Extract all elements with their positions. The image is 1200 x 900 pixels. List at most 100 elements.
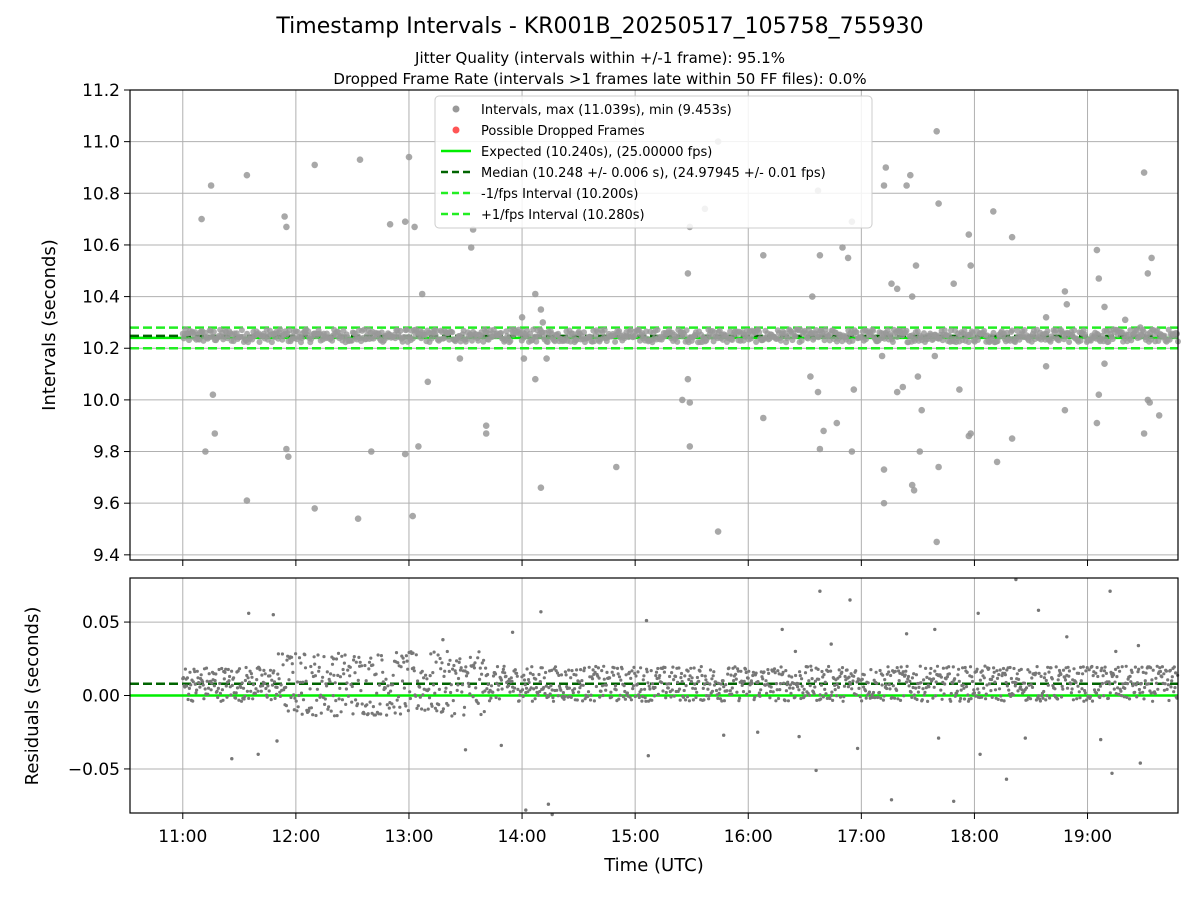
residual-point: [788, 683, 793, 687]
top-y-tick-label: 10.2: [82, 339, 120, 359]
residual-point: [1034, 671, 1038, 675]
residual-point: [829, 693, 833, 698]
residual-point: [343, 653, 347, 657]
residual-point: [557, 673, 561, 678]
residual-point: [980, 669, 984, 673]
residual-point: [1043, 672, 1047, 676]
residual-point: [198, 685, 202, 689]
residual-point: [813, 685, 817, 689]
residual-point: [598, 695, 602, 699]
interval-point: [950, 280, 957, 288]
top-y-tick-label: 10.0: [82, 391, 120, 411]
residual-point: [637, 695, 641, 700]
residual-point: [855, 746, 860, 751]
residual-point: [644, 618, 649, 623]
residual-point: [657, 676, 661, 680]
interval-point: [441, 335, 447, 342]
residual-point: [1009, 676, 1014, 681]
residual-point: [695, 675, 700, 680]
residual-point: [636, 670, 640, 674]
residual-point: [829, 642, 833, 646]
residual-point: [1108, 691, 1112, 695]
residual-point: [660, 681, 664, 685]
residual-point: [509, 676, 513, 680]
residual-point: [646, 754, 650, 758]
residual-point: [837, 668, 841, 672]
residual-point: [807, 693, 812, 697]
residual-point: [1095, 665, 1099, 670]
residual-point: [691, 686, 695, 690]
residual-point: [851, 679, 855, 683]
residual-point: [473, 661, 477, 665]
residual-point: [581, 699, 585, 703]
residual-point: [412, 669, 416, 673]
residual-point: [970, 679, 975, 684]
interval-point: [294, 328, 301, 335]
interval-point: [935, 463, 942, 471]
residual-point: [780, 627, 784, 632]
residual-point: [1094, 671, 1098, 675]
interval-point: [880, 466, 888, 473]
residual-point: [601, 693, 605, 698]
residual-point: [1125, 695, 1129, 700]
residual-point: [823, 687, 827, 692]
residual-point: [538, 689, 542, 694]
residual-point: [327, 705, 331, 709]
residual-point: [1009, 694, 1013, 699]
residual-point: [448, 658, 452, 662]
residual-point: [939, 688, 943, 692]
interval-point: [820, 427, 827, 435]
residual-point: [323, 697, 327, 701]
residual-point: [245, 689, 249, 693]
residual-point: [765, 691, 769, 695]
residual-point: [371, 663, 375, 667]
residual-point: [244, 665, 248, 670]
residual-point: [504, 674, 508, 678]
residual-point: [1127, 697, 1132, 701]
residual-point: [311, 713, 315, 717]
residual-point: [466, 671, 470, 675]
residual-point: [368, 700, 372, 704]
residual-point: [258, 668, 262, 672]
residual-point: [581, 683, 585, 687]
residual-point: [858, 695, 862, 699]
residual-point: [307, 709, 311, 713]
residual-point: [569, 695, 573, 700]
residual-point: [692, 666, 696, 670]
interval-point: [283, 223, 290, 231]
residual-point: [793, 695, 797, 699]
interval-point: [202, 448, 209, 455]
residual-point: [1053, 687, 1057, 691]
residual-point: [888, 687, 892, 691]
residual-point: [846, 685, 851, 689]
interval-point: [681, 331, 688, 338]
residual-point: [350, 684, 354, 689]
residual-point: [625, 691, 630, 695]
residual-point: [674, 674, 678, 679]
residual-point: [326, 707, 330, 711]
residual-point: [1147, 682, 1151, 686]
residual-point: [774, 682, 779, 686]
interval-point: [198, 215, 205, 223]
residual-point: [964, 685, 969, 689]
residual-point: [292, 708, 296, 712]
interval-point: [424, 378, 432, 386]
residual-point: [957, 679, 961, 684]
interval-point: [537, 484, 545, 492]
residual-point: [188, 670, 192, 674]
residual-point: [230, 669, 234, 673]
residual-point: [550, 688, 554, 692]
residual-point: [639, 666, 643, 670]
residual-point: [360, 664, 364, 668]
residual-point: [717, 691, 721, 696]
residual-point: [1061, 687, 1065, 691]
residual-point: [778, 682, 783, 686]
residual-point: [426, 707, 430, 711]
residual-point: [434, 660, 438, 664]
residual-point: [391, 673, 395, 677]
residual-point: [206, 692, 210, 696]
interval-point: [753, 339, 760, 345]
residual-point: [734, 672, 738, 676]
residual-point: [1160, 665, 1164, 669]
residual-point: [854, 669, 858, 673]
